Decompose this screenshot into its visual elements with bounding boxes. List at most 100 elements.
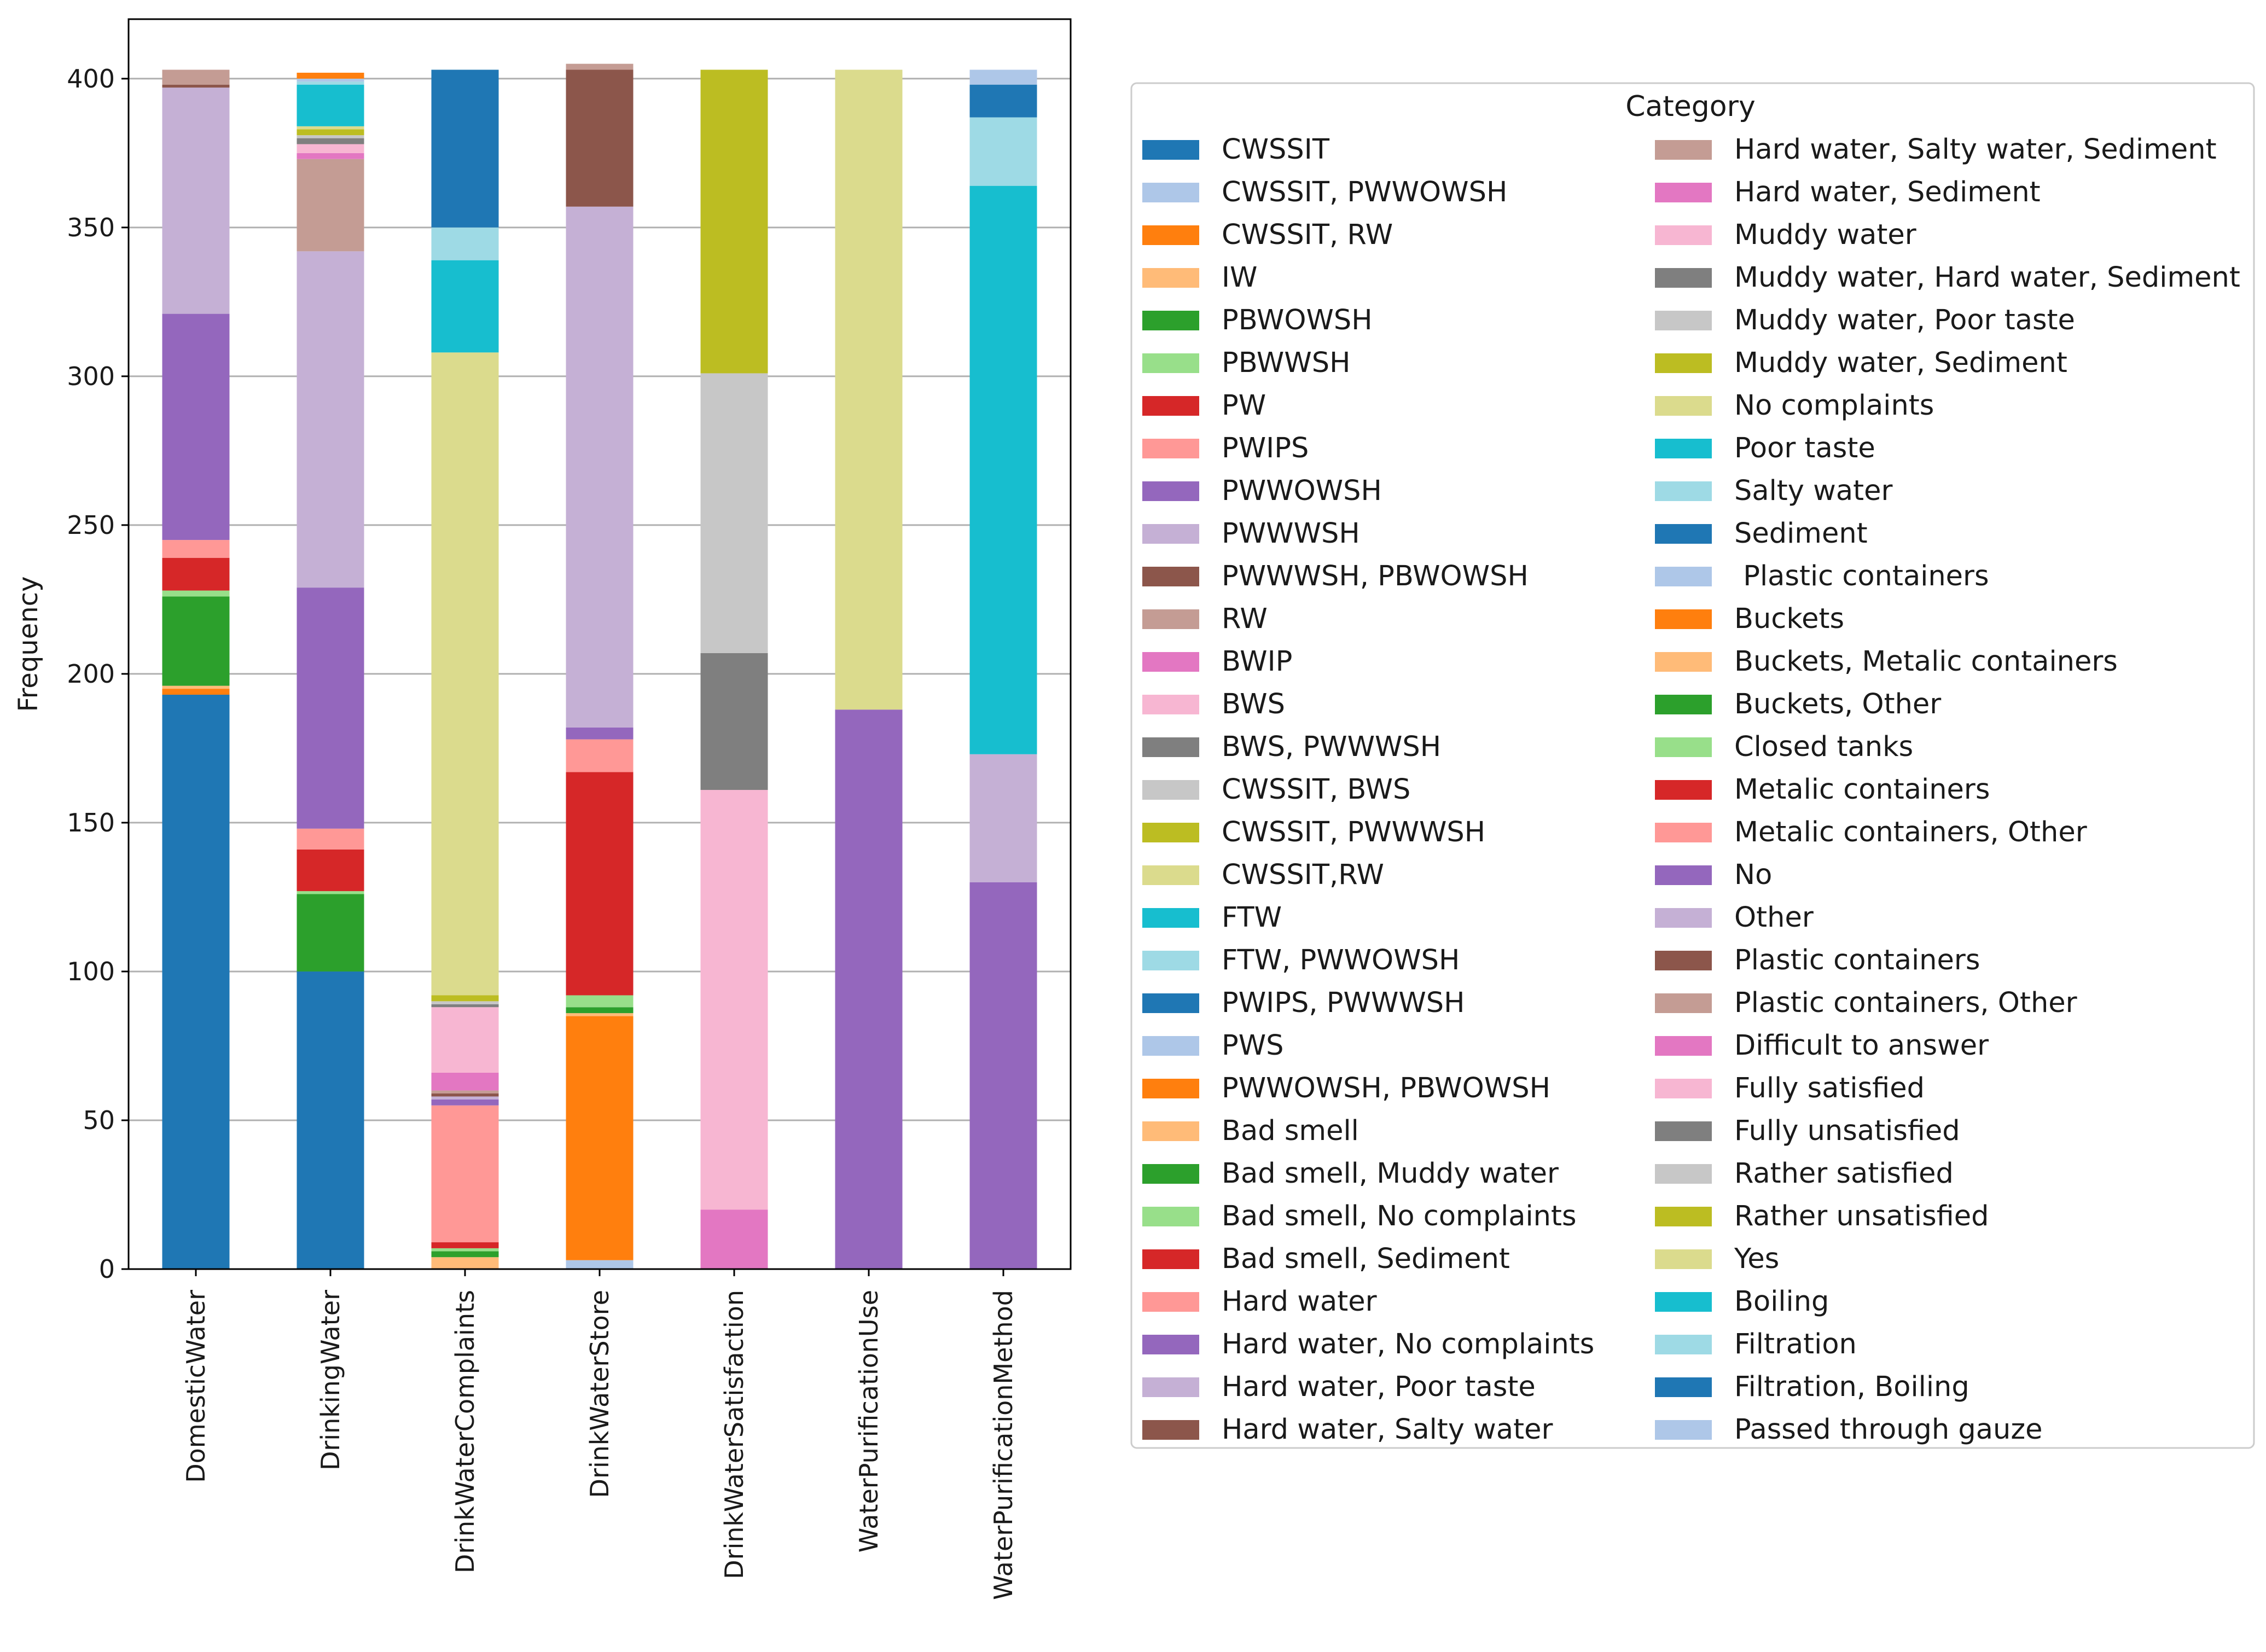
legend-label-40: Salty water — [1734, 475, 1893, 507]
bar-segment-drinkingwater-pbwowsh — [297, 894, 364, 972]
legend-swatch-55 — [1655, 1121, 1712, 1141]
legend-swatch-19 — [1142, 908, 1199, 928]
legend-label-11: PWWWSH, PBWOWSH — [1222, 560, 1529, 592]
legend-item-5: PBWOWSH — [1142, 304, 1373, 336]
legend-swatch-10 — [1142, 524, 1199, 544]
bar-segment-drinkwaterstore-metalic-containers — [566, 772, 634, 996]
y-tick-label-0: 0 — [99, 1254, 115, 1284]
bar-segment-domesticwater-cwssit-rw — [162, 689, 230, 695]
bars-layer — [162, 63, 1037, 1269]
legend-label-35: Muddy water, Hard water, Sediment — [1734, 261, 2240, 294]
legend-item-8: PWIPS — [1142, 432, 1309, 464]
legend-label-48: Metalic containers, Other — [1734, 816, 2087, 848]
legend-item-23: PWWOWSH, PBWOWSH — [1142, 1072, 1550, 1104]
legend-label-3: CWSSIT, RW — [1222, 219, 1393, 251]
legend-swatch-37 — [1655, 353, 1712, 373]
legend-swatch-23 — [1142, 1079, 1199, 1098]
x-tick-label-domesticwater: DomesticWater — [181, 1290, 211, 1483]
y-tick-label-150: 150 — [67, 808, 115, 837]
legend-item-48: Metalic containers, Other — [1655, 816, 2087, 848]
legend-swatch-25 — [1142, 1164, 1199, 1184]
legend-label-14: BWS — [1222, 688, 1285, 720]
bar-segment-drinkwatercomplaints-muddy-water-sediment — [431, 995, 499, 1002]
bar-segment-drinkingwater-cwssit-bws — [297, 135, 364, 138]
legend-label-22: PWS — [1222, 1029, 1284, 1062]
legend-item-19: FTW — [1142, 901, 1282, 934]
bar-segment-domesticwater-pwwowsh — [162, 313, 230, 540]
legend-item-35: Muddy water, Hard water, Sediment — [1655, 261, 2240, 294]
bar-segment-waterpurificationmethod-filtration-boiling — [969, 84, 1037, 118]
legend-item-13: BWIP — [1142, 645, 1292, 678]
legend-label-46: Closed tanks — [1734, 731, 1913, 763]
legend-swatch-11 — [1142, 567, 1199, 586]
legend-swatch-20 — [1142, 951, 1199, 970]
legend-swatch-52 — [1655, 993, 1712, 1013]
legend-label-60: Filtration — [1734, 1328, 1857, 1360]
legend-box — [1130, 82, 2255, 1449]
bar-segment-drinkwaterstore-buckets — [566, 1016, 634, 1260]
y-tick-label-250: 250 — [67, 510, 115, 540]
bar-segment-drinkwatercomplaints-hard-water-poor-taste — [431, 1096, 499, 1100]
legend-swatch-45 — [1655, 695, 1712, 714]
x-tick-label-waterpurificationuse: WaterPurificationUse — [854, 1290, 884, 1552]
bar-segment-drinkwatercomplaints-hard-water-salty-water — [431, 1093, 499, 1097]
bar-segment-drinkwaterstore-plastic-containers-other — [566, 63, 634, 70]
legend-swatch-14 — [1142, 695, 1199, 714]
legend-label-1: CWSSIT — [1222, 133, 1330, 166]
legend-item-1: CWSSIT — [1142, 133, 1330, 166]
legend-item-31: Hard water, Salty water — [1142, 1413, 1553, 1446]
bar-segment-drinkingwater-pwwowsh — [297, 587, 364, 829]
bar-segment-drinkwatercomplaints-bad-smell-no-complaints — [431, 1248, 499, 1252]
legend-item-61: Filtration, Boiling — [1655, 1371, 1969, 1403]
bar-segment-drinkwatercomplaints-muddy-water-hard-water-sediment — [431, 1004, 499, 1008]
bar-segment-drinkwatersatisfaction-fully-unsatisfied — [700, 653, 768, 790]
bar-segment-drinkingwater-cwssit-rw — [297, 126, 364, 130]
bar-segment-domesticwater-pbwwsh — [162, 590, 230, 597]
bar-segment-drinkwatercomplaints-muddy-water — [431, 1007, 499, 1073]
bar-stack-drinkingwater — [297, 72, 364, 1269]
legend-swatch-7 — [1142, 396, 1199, 416]
legend-swatch-51 — [1655, 951, 1712, 970]
legend-item-40: Salty water — [1655, 475, 1893, 507]
legend-swatch-36 — [1655, 311, 1712, 330]
legend-label-52: Plastic containers, Other — [1734, 987, 2077, 1019]
legend-item-49: No — [1655, 859, 1772, 891]
legend-item-47: Metalic containers — [1655, 773, 1990, 806]
legend-item-34: Muddy water — [1655, 219, 1916, 251]
legend-swatch-16 — [1142, 780, 1199, 800]
legend-label-50: Other — [1734, 901, 1814, 934]
bar-segment-drinkwatercomplaints-sediment — [431, 69, 499, 228]
legend-item-57: Rather unsatisfied — [1655, 1200, 1989, 1232]
bar-segment-drinkingwater-rw — [297, 159, 364, 252]
legend-swatch-50 — [1655, 908, 1712, 928]
legend-swatch-22 — [1142, 1036, 1199, 1056]
bar-segment-drinkingwater-pwwowsh-pbwowsh — [297, 72, 364, 79]
bar-segment-drinkingwater-cwssit-pwwwsh — [297, 129, 364, 136]
legend-item-11: PWWWSH, PBWOWSH — [1142, 560, 1529, 592]
legend-swatch-34 — [1655, 225, 1712, 245]
legend-item-26: Bad smell, No complaints — [1142, 1200, 1577, 1232]
legend-swatch-46 — [1655, 737, 1712, 757]
legend-item-2: CWSSIT, PWWOWSH — [1142, 176, 1507, 208]
legend-swatch-40 — [1655, 481, 1712, 501]
legend-swatch-31 — [1142, 1420, 1199, 1440]
bar-segment-domesticwater-pw — [162, 557, 230, 591]
bar-segment-drinkingwater-pwwwsh — [297, 251, 364, 588]
legend-swatch-35 — [1655, 268, 1712, 288]
bar-segment-drinkingwater-pbwwsh — [297, 891, 364, 894]
legend-label-12: RW — [1222, 603, 1268, 635]
x-tick-label-drinkwatercomplaints: DrinkWaterComplaints — [450, 1290, 480, 1573]
legend-item-21: PWIPS, PWWWSH — [1142, 987, 1465, 1019]
legend-label-24: Bad smell — [1222, 1115, 1359, 1147]
legend-item-60: Filtration — [1655, 1328, 1857, 1360]
legend-swatch-53 — [1655, 1036, 1712, 1056]
legend-label-53: Difficult to answer — [1734, 1029, 1989, 1062]
legend-item-33: Hard water, Sediment — [1655, 176, 2041, 208]
y-axis: 0 50 100 150 200 250 300 350 400 Frequency — [13, 64, 129, 1284]
legend-item-32: Hard water, Salty water, Sediment — [1655, 133, 2217, 166]
legend-label-23: PWWOWSH, PBWOWSH — [1222, 1072, 1550, 1104]
legend-label-26: Bad smell, No complaints — [1222, 1200, 1577, 1232]
legend-item-24: Bad smell — [1142, 1115, 1359, 1147]
legend-swatch-33 — [1655, 183, 1712, 202]
legend-item-36: Muddy water, Poor taste — [1655, 304, 2075, 336]
